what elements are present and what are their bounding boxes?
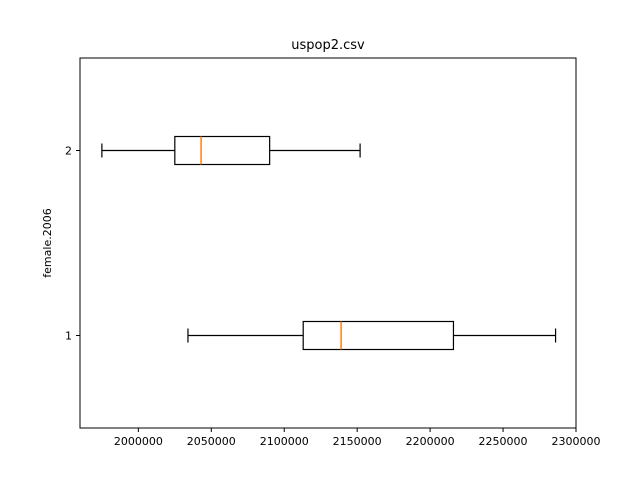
chart-title: uspop2.csv: [291, 38, 365, 53]
x-tick-label: 2050000: [187, 435, 236, 448]
x-tick-label: 2300000: [552, 435, 601, 448]
iqr-box: [302, 320, 455, 351]
y-tick-label: 2: [65, 145, 72, 158]
iqr-box: [174, 135, 271, 166]
y-axis: 12: [65, 145, 80, 343]
x-tick-label: 2200000: [406, 435, 455, 448]
x-tick-label: 2000000: [114, 435, 163, 448]
x-tick-label: 2150000: [333, 435, 382, 448]
box-2: [101, 135, 361, 166]
x-tick-label: 2250000: [479, 435, 528, 448]
plot-frame: [79, 57, 577, 429]
x-tick-label: 2100000: [260, 435, 309, 448]
box-1: [187, 320, 557, 351]
x-axis: 2000000 2050000 2100000 2150000 2200000 22500…: [114, 428, 601, 448]
y-axis-label: female.2006: [41, 208, 54, 277]
y-tick-label: 1: [65, 330, 72, 343]
box-series: [101, 135, 557, 351]
